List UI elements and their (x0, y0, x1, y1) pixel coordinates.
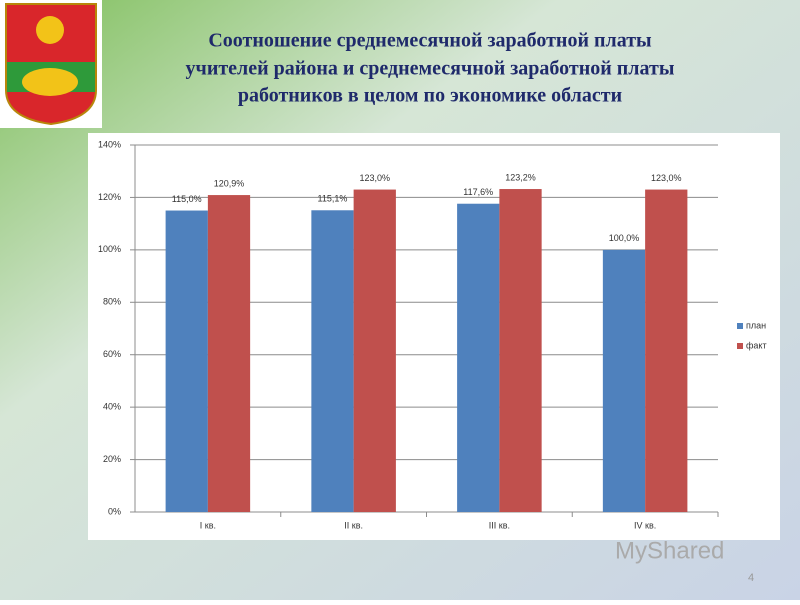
x-tick-label: II кв. (344, 520, 363, 530)
chart-title: Соотношение среднемесячной заработной пл… (186, 30, 675, 107)
data-label: 115,1% (318, 194, 348, 204)
bar (457, 203, 500, 512)
bar (602, 249, 646, 512)
legend-swatch (737, 323, 743, 329)
bar (207, 195, 251, 513)
bar (645, 189, 688, 513)
y-tick-label: 0% (108, 506, 121, 516)
data-label: 123,0% (651, 173, 682, 183)
y-tick-label: 40% (103, 402, 121, 412)
coat-of-arms (0, 0, 102, 128)
data-label: 120,9% (214, 178, 245, 188)
y-tick-label: 140% (98, 139, 121, 149)
data-label: 115,0% (172, 194, 202, 204)
bar (165, 210, 208, 513)
title-line: работников в целом по экономике области (238, 85, 622, 107)
y-tick-label: 60% (103, 349, 121, 359)
data-label: 100,0% (609, 233, 640, 243)
slide-number: 4 (748, 572, 754, 584)
legend-swatch (737, 343, 743, 349)
data-label: 117,6% (463, 187, 493, 197)
data-label: 123,2% (505, 172, 536, 182)
legend-label: факт (746, 340, 767, 350)
bar (311, 210, 354, 513)
watermark: MyShared (615, 537, 724, 564)
bar (353, 189, 396, 513)
bar (499, 189, 542, 513)
x-tick-label: IV кв. (634, 520, 656, 530)
title-line: Соотношение среднемесячной заработной пл… (208, 30, 652, 52)
x-tick-label: I кв. (200, 520, 216, 530)
x-tick-label: III кв. (489, 520, 510, 530)
y-tick-label: 20% (103, 454, 121, 464)
data-label: 123,0% (359, 173, 390, 183)
legend-label: план (746, 320, 766, 330)
y-tick-label: 120% (98, 192, 121, 202)
title-line: учителей района и среднемесячной заработ… (186, 58, 675, 80)
y-tick-label: 80% (103, 297, 121, 307)
y-tick-label: 100% (98, 244, 121, 254)
